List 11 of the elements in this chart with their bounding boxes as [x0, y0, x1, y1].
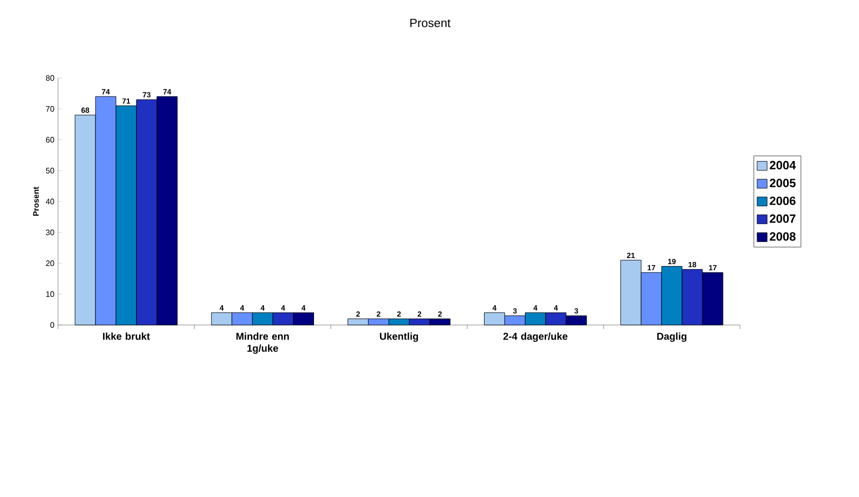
legend-label: 2006	[770, 196, 796, 206]
legend-label: 2005	[770, 178, 796, 188]
legend-label: 2004	[770, 160, 796, 170]
legend-label: 2007	[770, 214, 796, 223]
chart-title: Prosent	[410, 18, 451, 28]
x-tick-label: Mindre enn 1g/uke	[236, 332, 289, 354]
x-tick-label: Daglig	[657, 332, 686, 342]
x-tick-label: Ukentlig	[380, 332, 418, 342]
x-tick-label: 2-4 dager/uke	[503, 332, 568, 342]
legend-label: 2008	[770, 232, 796, 241]
x-tick-label: Ikke brukt	[103, 332, 150, 340]
